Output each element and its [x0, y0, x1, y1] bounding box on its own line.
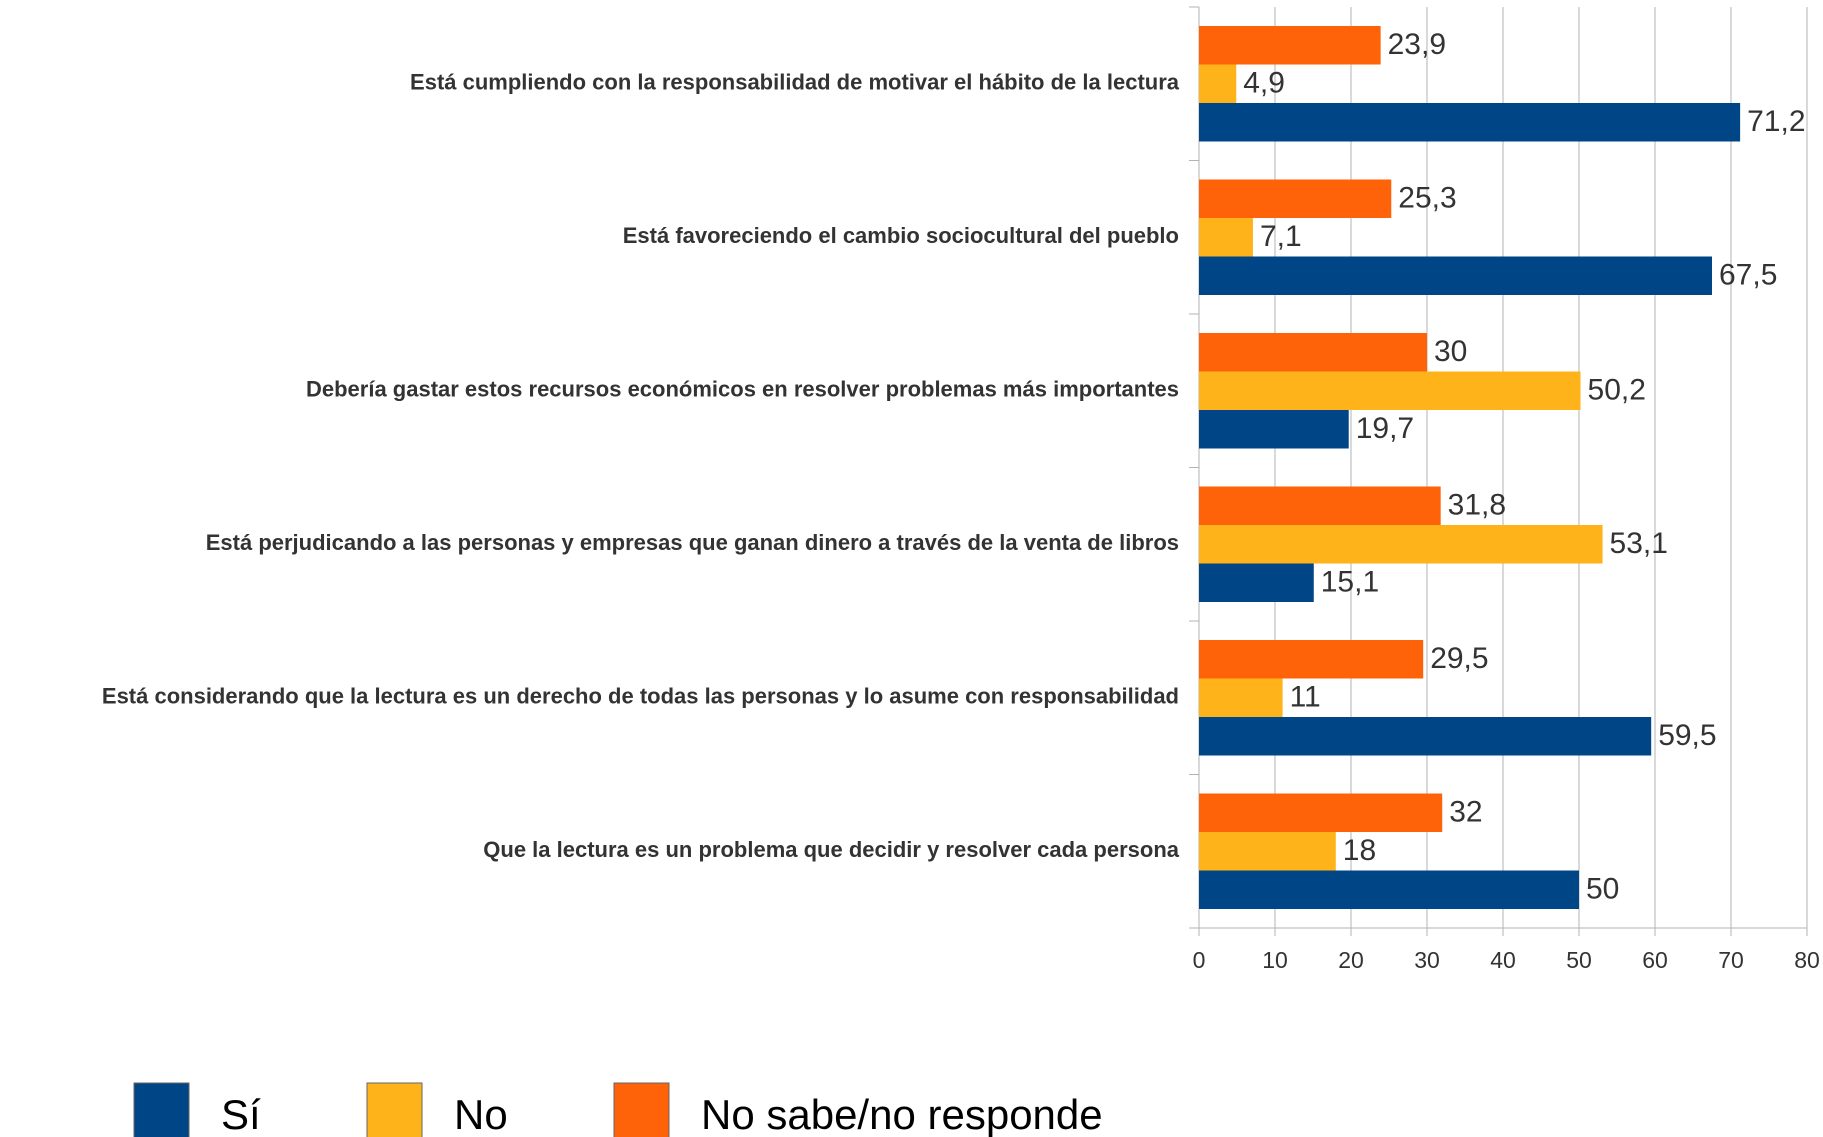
- value-label: 11: [1290, 681, 1321, 714]
- bar: [1199, 678, 1283, 717]
- bar: [1199, 371, 1581, 410]
- x-tick-label: 10: [1262, 947, 1288, 973]
- value-label: 67,5: [1719, 259, 1777, 292]
- value-label: 25,3: [1398, 182, 1456, 215]
- legend-label: Sí: [221, 1091, 261, 1137]
- x-tick-label: 60: [1642, 947, 1668, 973]
- x-tick-label: 70: [1718, 947, 1744, 973]
- value-label: 31,8: [1448, 489, 1506, 522]
- legend-label: No: [454, 1091, 508, 1137]
- category-label: Debería gastar estos recursos económicos…: [306, 377, 1179, 402]
- bar: [1199, 103, 1741, 142]
- value-label: 4,9: [1243, 67, 1285, 100]
- x-tick-label: 30: [1414, 947, 1440, 973]
- bar: [1199, 832, 1336, 871]
- legend-swatch: [613, 1082, 670, 1137]
- bar: [1199, 525, 1603, 564]
- bar: [1199, 333, 1427, 372]
- value-label: 53,1: [1610, 527, 1668, 560]
- value-label: 71,2: [1747, 105, 1805, 138]
- x-tick-label: 0: [1193, 947, 1206, 973]
- category-label: Que la lectura es un problema que decidi…: [483, 837, 1179, 862]
- value-label: 50: [1586, 873, 1619, 906]
- bar: [1199, 179, 1392, 218]
- legend-swatch: [133, 1082, 190, 1137]
- bar: [1199, 563, 1314, 602]
- value-label: 50,2: [1588, 374, 1646, 407]
- value-label: 29,5: [1430, 642, 1488, 675]
- x-tick-label: 20: [1338, 947, 1364, 973]
- category-label: Está perjudicando a las personas y empre…: [206, 530, 1179, 555]
- value-label: 23,9: [1388, 28, 1446, 61]
- bar: [1199, 793, 1443, 832]
- bar: [1199, 640, 1424, 679]
- bar: [1199, 256, 1712, 295]
- category-label: Está considerando que la lectura es un d…: [102, 684, 1179, 709]
- x-tick-label: 40: [1490, 947, 1516, 973]
- legend-swatch: [366, 1082, 423, 1137]
- legend-label: No sabe/no responde: [701, 1091, 1103, 1137]
- value-label: 18: [1343, 834, 1376, 867]
- x-tick-label: 50: [1566, 947, 1592, 973]
- bar: [1199, 486, 1441, 525]
- x-tick-label: 80: [1794, 947, 1820, 973]
- category-label: Está favoreciendo el cambio sociocultura…: [623, 223, 1179, 248]
- bar: [1199, 218, 1253, 257]
- bar: [1199, 64, 1237, 103]
- bar: [1199, 717, 1652, 756]
- value-label: 30: [1434, 335, 1467, 368]
- bar: [1199, 26, 1381, 65]
- value-label: 59,5: [1658, 719, 1716, 752]
- value-label: 15,1: [1321, 566, 1379, 599]
- value-label: 7,1: [1260, 220, 1302, 253]
- bar: [1199, 410, 1349, 449]
- bar: [1199, 870, 1579, 909]
- category-label: Está cumpliendo con la responsabilidad d…: [410, 70, 1180, 95]
- value-label: 19,7: [1356, 412, 1414, 445]
- value-label: 32: [1449, 796, 1482, 829]
